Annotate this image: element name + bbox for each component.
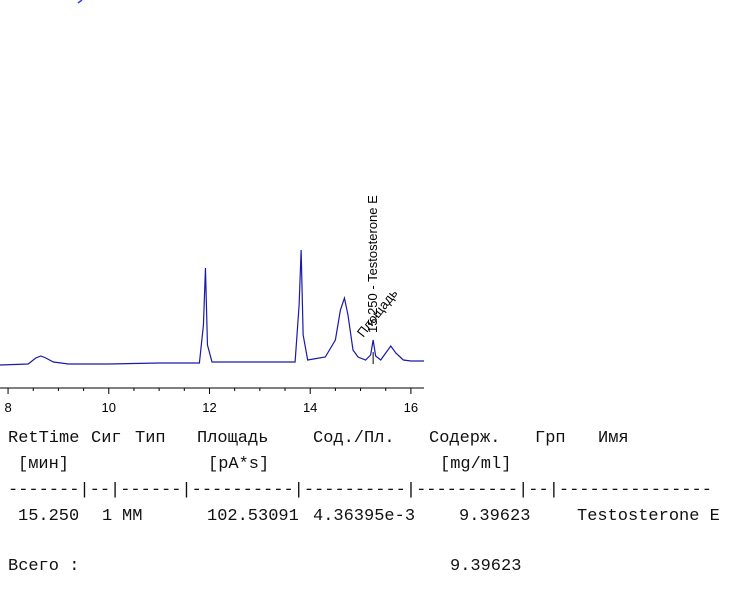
column-header: Имя — [598, 429, 629, 448]
pen-stroke — [77, 0, 83, 4]
x-tick-label: 12 — [202, 400, 216, 415]
cell: 1 — [102, 507, 113, 526]
column-unit: [mg/ml] — [440, 455, 512, 474]
column-header: Площадь — [197, 429, 269, 448]
column-unit: [мин] — [18, 455, 70, 474]
cell: 15.250 — [18, 507, 80, 526]
peak-label: 15.250 - Testosterone E — [365, 195, 380, 333]
cell: 4.36395e-3 — [313, 507, 416, 526]
x-tick-label: 16 — [404, 400, 418, 415]
x-tick-label: 10 — [102, 400, 116, 415]
column-header: Тип — [135, 429, 166, 448]
cell: MM — [122, 507, 143, 526]
column-unit: [pA*s] — [208, 455, 270, 474]
column-header: Грп — [535, 429, 566, 448]
column-header: Сод./Пл. — [313, 429, 395, 448]
total-value: 9.39623 — [450, 557, 522, 576]
cell: Testosterone E — [577, 507, 720, 526]
column-header: Содерж. — [429, 429, 501, 448]
cell: 102.53091 — [207, 507, 299, 526]
total-label: Всего : — [8, 557, 80, 576]
column-header: Сиг — [91, 429, 122, 448]
separator: -------|--|------|----------|----------|… — [8, 481, 712, 500]
x-tick-label: 8 — [4, 400, 11, 415]
trace — [0, 249, 424, 366]
cell: 9.39623 — [459, 507, 531, 526]
column-header: RetTime — [8, 429, 80, 448]
x-tick-label: 14 — [303, 400, 317, 415]
